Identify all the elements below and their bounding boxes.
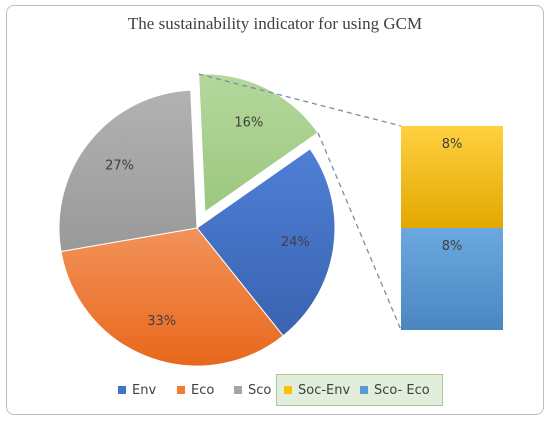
legend-item-sco: Sco: [234, 374, 271, 406]
pie-slice-sco: [58, 89, 198, 253]
legend-item-sco-eco: Sco- Eco: [360, 374, 430, 406]
legend-swatch-sco: [234, 386, 242, 394]
legend-label-sco-eco: Sco- Eco: [374, 382, 430, 398]
pie-slice-eco: [60, 227, 284, 367]
legend-item-env: Env: [118, 374, 156, 406]
legend-label-eco: Eco: [191, 382, 215, 398]
slice-label-soc-env-sco-eco: 16%: [234, 116, 263, 131]
legend-breakout-highlight: [276, 374, 443, 406]
legend-swatch-eco: [177, 386, 185, 394]
bar-segment-sco-eco: [401, 228, 503, 330]
bar-label-sco-eco: 8%: [442, 239, 463, 254]
slice-label-sco: 27%: [105, 159, 134, 174]
slice-label-eco: 33%: [147, 314, 176, 329]
legend-label-soc-env: Soc-Env: [298, 382, 351, 398]
slice-label-env: 24%: [281, 235, 310, 250]
pie-slice-soc-env-sco-eco: [198, 73, 319, 213]
bar-label-soc-env: 8%: [442, 137, 463, 152]
legend-swatch-soc-env: [284, 386, 292, 394]
legend-item-soc-env: Soc-Env: [284, 374, 350, 406]
legend-swatch-sco-eco: [360, 386, 368, 394]
legend-label-sco: Sco: [248, 382, 272, 398]
legend-swatch-env: [118, 386, 126, 394]
legend-item-eco: Eco: [177, 374, 214, 406]
pie-slice-env: [196, 148, 336, 337]
chart-title: The sustainability indicator for using G…: [127, 14, 423, 33]
connector-line-top: [198, 73, 402, 127]
bar-segment-soc-env: [401, 126, 503, 228]
chart-legend: Env Eco Sco Soc-Env Sco- Eco: [0, 374, 550, 406]
legend-label-env: Env: [132, 382, 157, 398]
